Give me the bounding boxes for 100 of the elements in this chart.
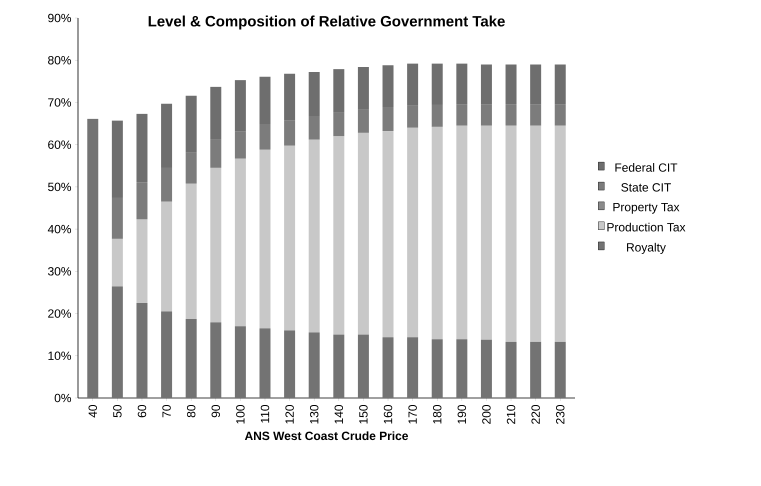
bar [161, 104, 172, 168]
bar [480, 126, 492, 340]
bar [308, 332, 320, 398]
y-tick-label: 80% [48, 56, 72, 64]
bar [333, 112, 344, 136]
bar [407, 64, 418, 106]
y-tick-label: 50% [48, 182, 72, 192]
x-tick-label: 60 [138, 404, 146, 418]
bar [554, 104, 566, 126]
bar [530, 64, 542, 104]
x-tick-label: 190 [458, 404, 466, 424]
bar [308, 116, 320, 140]
bar [358, 110, 369, 133]
bar [112, 286, 123, 398]
bar [333, 334, 344, 398]
bar [136, 182, 148, 220]
bar [234, 326, 246, 398]
bar [530, 342, 542, 398]
bar [382, 131, 394, 338]
y-tick-label: 10% [48, 352, 72, 360]
bar [259, 76, 270, 124]
legend-label: Federal CIT [615, 163, 678, 172]
bar [308, 72, 320, 116]
bar [382, 337, 394, 398]
bar [456, 104, 468, 126]
x-tick-label: 140 [334, 404, 344, 424]
bar [506, 126, 517, 342]
bar [456, 126, 468, 340]
y-tick-label: 60% [48, 140, 72, 149]
x-tick-label: 110 [260, 404, 270, 423]
bar [530, 126, 542, 342]
bar [456, 64, 468, 104]
legend-label: Royalty [627, 242, 666, 254]
bar [234, 158, 246, 326]
bar [186, 152, 197, 184]
bar [506, 64, 517, 104]
y-tick-label: 0% [54, 394, 72, 402]
bar [161, 311, 172, 398]
bar [112, 238, 123, 287]
bar [382, 108, 394, 132]
chart-title: Level & Composition of Relative Government Take [148, 16, 505, 30]
bar [210, 86, 222, 140]
bar [234, 131, 246, 159]
bar [186, 319, 197, 398]
bar [234, 80, 246, 132]
bar [161, 202, 172, 312]
bar [456, 339, 468, 398]
bar [432, 104, 443, 127]
bar [186, 96, 197, 153]
x-tick-label: 90 [212, 404, 220, 418]
bar [358, 132, 369, 335]
bar [358, 334, 369, 398]
bar [284, 120, 296, 146]
x-tick-label: 210 [506, 404, 516, 424]
bar [432, 126, 443, 340]
bar [210, 140, 222, 168]
x-axis-title: ANS West Coast Crude Price [244, 431, 408, 440]
bar [259, 124, 270, 150]
bar [480, 104, 492, 126]
x-tick-label: 230 [556, 404, 564, 424]
x-tick-label: 170 [408, 404, 417, 424]
bar [407, 128, 418, 338]
bar [480, 340, 492, 398]
bar [506, 342, 517, 398]
bar [407, 105, 418, 128]
y-tick-label: 90% [48, 14, 72, 22]
bar [112, 120, 123, 198]
x-tick-label: 150 [359, 404, 368, 424]
x-tick-label: 100 [236, 404, 245, 424]
x-tick-label: 200 [482, 404, 491, 424]
legend-label: Production Tax [607, 222, 686, 232]
bar [308, 140, 320, 333]
x-tick-label: 180 [432, 404, 442, 424]
bar [284, 330, 296, 398]
x-tick-label: 160 [384, 404, 392, 424]
bar [136, 219, 148, 303]
legend-label: Property Tax [613, 202, 680, 214]
x-tick-label: 220 [531, 404, 540, 424]
bar [259, 328, 270, 398]
y-tick-label: 20% [48, 309, 72, 318]
x-tick-label: 120 [285, 404, 294, 424]
legend-label: State CIT [621, 183, 671, 192]
bar [136, 114, 148, 182]
x-tick-label: 70 [162, 404, 171, 418]
bar [284, 146, 296, 330]
bar [136, 303, 148, 398]
bar [284, 74, 296, 120]
bar [407, 337, 418, 398]
bar [530, 104, 542, 126]
bar [333, 136, 344, 335]
bar [554, 126, 566, 342]
bar [112, 197, 123, 239]
bar [506, 104, 517, 126]
bar [161, 167, 172, 202]
bar [554, 342, 566, 398]
bar [358, 66, 369, 110]
bar [210, 168, 222, 322]
y-tick-label: 30% [48, 267, 72, 276]
bar [259, 150, 270, 328]
bar [186, 184, 197, 320]
